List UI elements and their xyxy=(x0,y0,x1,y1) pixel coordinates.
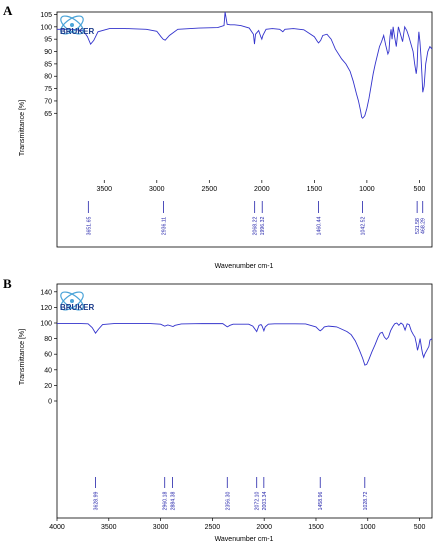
panel-letter-b: B xyxy=(3,276,12,291)
x-axis: 4000 3500 3000 2500 2000 1500 1000 500 xyxy=(49,518,426,531)
y-tick-label: 120 xyxy=(40,305,52,312)
y-tick-label: 65 xyxy=(44,111,52,118)
peak-label: 2068.22 xyxy=(253,217,259,236)
y-tick-label: 20 xyxy=(44,383,52,390)
peak-label: 1460.44 xyxy=(317,217,323,236)
peak-label: 2072.10 xyxy=(255,492,261,511)
peak-label: 1458.96 xyxy=(318,492,324,511)
peak-label: 521.58 xyxy=(415,218,421,234)
x-tick-label: 500 xyxy=(414,186,426,193)
x-tick-label: 500 xyxy=(414,524,426,531)
bruker-logo: BRUKER xyxy=(60,15,94,36)
y-axis-label: Transmittance [%] xyxy=(19,329,26,385)
x-tick-label: 1500 xyxy=(308,524,324,531)
plot-frame xyxy=(56,283,433,519)
y-tick-label: 70 xyxy=(44,98,52,105)
x-tick-label: 3500 xyxy=(96,186,112,193)
bruker-logo-text: BRUKER xyxy=(60,27,94,36)
y-axis: 65 70 75 80 85 90 95 100 105 xyxy=(40,12,57,118)
y-tick-label: 95 xyxy=(44,37,52,44)
spectrum-line xyxy=(57,322,433,366)
peak-labels: 3651.65 2936.11 2068.22 1996.32 1460.44 1042.… xyxy=(86,201,427,236)
peak-label: 2884.38 xyxy=(171,492,177,511)
x-tick-label: 2000 xyxy=(256,524,272,531)
x-tick-label: 3000 xyxy=(153,524,169,531)
y-tick-label: 0 xyxy=(48,399,52,406)
y-tick-label: 140 xyxy=(40,289,52,296)
plot-frame xyxy=(56,11,433,248)
y-tick-label: 90 xyxy=(44,49,52,56)
y-tick-label: 105 xyxy=(40,12,52,19)
ir-spectrum-chart-a: 65 70 75 80 85 90 95 100 105 3500 3000 2500 2000 150… xyxy=(19,11,433,270)
bruker-logo-text: BRUKER xyxy=(60,303,94,312)
spectrum-line xyxy=(57,11,433,119)
x-tick-label: 2500 xyxy=(205,524,221,531)
y-tick-label: 80 xyxy=(44,74,52,81)
x-tick-label: 3000 xyxy=(149,186,165,193)
peak-label: 1996.32 xyxy=(260,217,266,236)
y-tick-label: 100 xyxy=(40,24,52,31)
peak-label: 2003.34 xyxy=(262,492,268,511)
panel-letter-a: A xyxy=(3,3,13,18)
y-tick-label: 100 xyxy=(40,321,52,328)
x-tick-label: 2500 xyxy=(202,186,218,193)
x-tick-label: 1500 xyxy=(307,186,323,193)
y-tick-label: 85 xyxy=(44,61,52,68)
y-axis: 0 20 40 60 80 100 120 140 xyxy=(40,289,57,406)
peak-label: 1028.72 xyxy=(363,492,369,511)
x-tick-label: 3500 xyxy=(101,524,117,531)
ir-spectrum-chart-b: 0 20 40 60 80 100 120 140 4000 3500 3000 2500 2000 1… xyxy=(19,283,433,543)
peak-label: 3628.99 xyxy=(93,492,99,511)
x-tick-label: 1000 xyxy=(360,524,376,531)
x-tick-label: 4000 xyxy=(49,524,65,531)
x-tick-label: 1000 xyxy=(359,186,375,193)
peak-labels: 3628.99 2960.18 2884.38 2356.30 2072.10 2003.… xyxy=(93,477,369,511)
x-tick-label: 2000 xyxy=(254,186,270,193)
y-tick-label: 60 xyxy=(44,352,52,359)
x-axis-label: Wavenumber cm-1 xyxy=(215,536,274,543)
peak-label: 2960.18 xyxy=(163,492,169,511)
y-tick-label: 40 xyxy=(44,367,52,374)
peak-label: 468.29 xyxy=(421,218,427,234)
peak-label: 2936.11 xyxy=(162,217,168,235)
x-axis-label: Wavenumber cm-1 xyxy=(215,263,274,270)
y-tick-label: 75 xyxy=(44,86,52,93)
bruker-logo: BRUKER xyxy=(60,291,94,312)
y-tick-label: 80 xyxy=(44,336,52,343)
peak-label: 1042.52 xyxy=(360,217,366,236)
y-axis-label: Transmittance [%] xyxy=(19,100,26,156)
x-axis: 3500 3000 2500 2000 1500 1000 500 xyxy=(96,180,425,193)
peak-label: 3651.65 xyxy=(86,217,92,236)
peak-label: 2356.30 xyxy=(225,492,231,511)
